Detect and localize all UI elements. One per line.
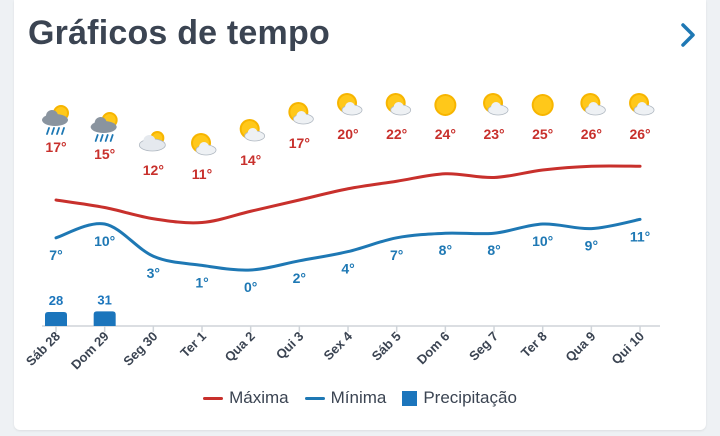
- legend-swatch-min: [304, 396, 325, 400]
- max-temp-label: 24°: [435, 126, 456, 142]
- min-temp-label: 2°: [293, 270, 306, 286]
- min-temp-label: 8°: [439, 242, 452, 258]
- min-temp-label: 11°: [630, 228, 650, 244]
- legend-label-max: Máxima: [229, 388, 289, 407]
- max-temp-label: 23°: [483, 126, 504, 142]
- max-temp-label: 17°: [289, 135, 310, 151]
- sun-cloud-icon: [288, 102, 314, 125]
- sun-icon: [434, 94, 457, 116]
- sun-cloud-icon: [385, 93, 412, 116]
- min-temp-label: 9°: [585, 238, 598, 254]
- min-temp-line: [54, 217, 642, 272]
- min-temp-label: 10°: [532, 233, 553, 249]
- max-temp-label: 22°: [386, 126, 407, 142]
- weather-chart-card: Gráficos de tempo Sáb 28 Dom 29 Seg 30 Ter …: [14, 0, 706, 430]
- x-tick-label: Qui 10: [608, 329, 647, 368]
- sun-cloud-icon: [629, 93, 655, 116]
- x-tick-label: Ter 1: [177, 329, 209, 361]
- legend-swatch-precip: [402, 390, 418, 406]
- legend-label-precip: Precipitação: [423, 388, 517, 407]
- sun-cloud-icon: [580, 93, 606, 116]
- min-temp-label: 7°: [49, 247, 62, 263]
- min-temp-label: 10°: [94, 233, 115, 249]
- min-temp-label: 8°: [487, 242, 500, 258]
- legend-swatch-max: [203, 396, 224, 400]
- sun-cloud-icon: [191, 133, 217, 156]
- max-temp-label: 14°: [240, 152, 261, 168]
- min-temp-label: 0°: [244, 279, 257, 295]
- max-temp-label: 11°: [192, 166, 212, 182]
- max-temp-line: [54, 164, 642, 225]
- x-tick-label: Dom 29: [68, 329, 112, 373]
- legend-item-max[interactable]: Máxima: [203, 388, 289, 408]
- rain-sun-icon: [42, 105, 69, 135]
- x-tick-label: Sáb 5: [369, 329, 404, 364]
- x-tick-label: Sex 4: [321, 328, 356, 363]
- rain-sun-icon: [90, 112, 118, 142]
- legend-item-precip[interactable]: Precipitação: [402, 388, 517, 408]
- sun-cloud-icon: [239, 119, 266, 142]
- page-title: Gráficos de tempo: [28, 14, 330, 52]
- x-tick-label: Seg 7: [466, 329, 501, 364]
- max-temp-label: 26°: [581, 126, 602, 142]
- chevron-right-icon[interactable]: [674, 18, 702, 52]
- sun-cloud-icon: [337, 93, 363, 116]
- x-tick-label: Qui 3: [273, 329, 307, 363]
- min-temp-label: 3°: [147, 265, 160, 281]
- x-tick-label: Qua 9: [562, 329, 598, 365]
- min-temp-label: 1°: [195, 274, 208, 290]
- max-temp-label: 17°: [45, 139, 66, 155]
- precip-label: 28: [49, 293, 63, 308]
- precip-bar: [45, 312, 67, 326]
- temperature-chart: Sáb 28 Dom 29 Seg 30 Ter 1 Qua 2 Qui 3 Sex 4 Sá…: [23, 93, 660, 373]
- max-temp-label: 12°: [143, 162, 164, 178]
- x-tick-label: Dom 6: [414, 329, 453, 368]
- min-temp-label: 4°: [341, 261, 354, 277]
- sun-icon: [531, 94, 554, 116]
- cloud-sun-icon: [138, 131, 166, 152]
- legend-item-min[interactable]: Mínima: [304, 388, 387, 408]
- max-temp-label: 20°: [337, 126, 358, 142]
- x-tick-label: Sáb 28: [23, 329, 63, 369]
- min-temp-label: 7°: [390, 247, 403, 263]
- x-tick-label: Seg 30: [120, 329, 160, 369]
- max-temp-label: 26°: [629, 126, 650, 142]
- sun-cloud-icon: [483, 93, 509, 116]
- chart-legend: Máxima Mínima Precipitação: [14, 388, 706, 408]
- max-temp-label: 15°: [94, 146, 115, 162]
- x-tick-label: Qua 2: [222, 329, 258, 365]
- precip-label: 31: [97, 292, 111, 307]
- max-temp-label: 25°: [532, 126, 553, 142]
- x-tick-label: Ter 8: [518, 329, 550, 361]
- legend-label-min: Mínima: [330, 388, 387, 407]
- precip-bar: [93, 311, 116, 326]
